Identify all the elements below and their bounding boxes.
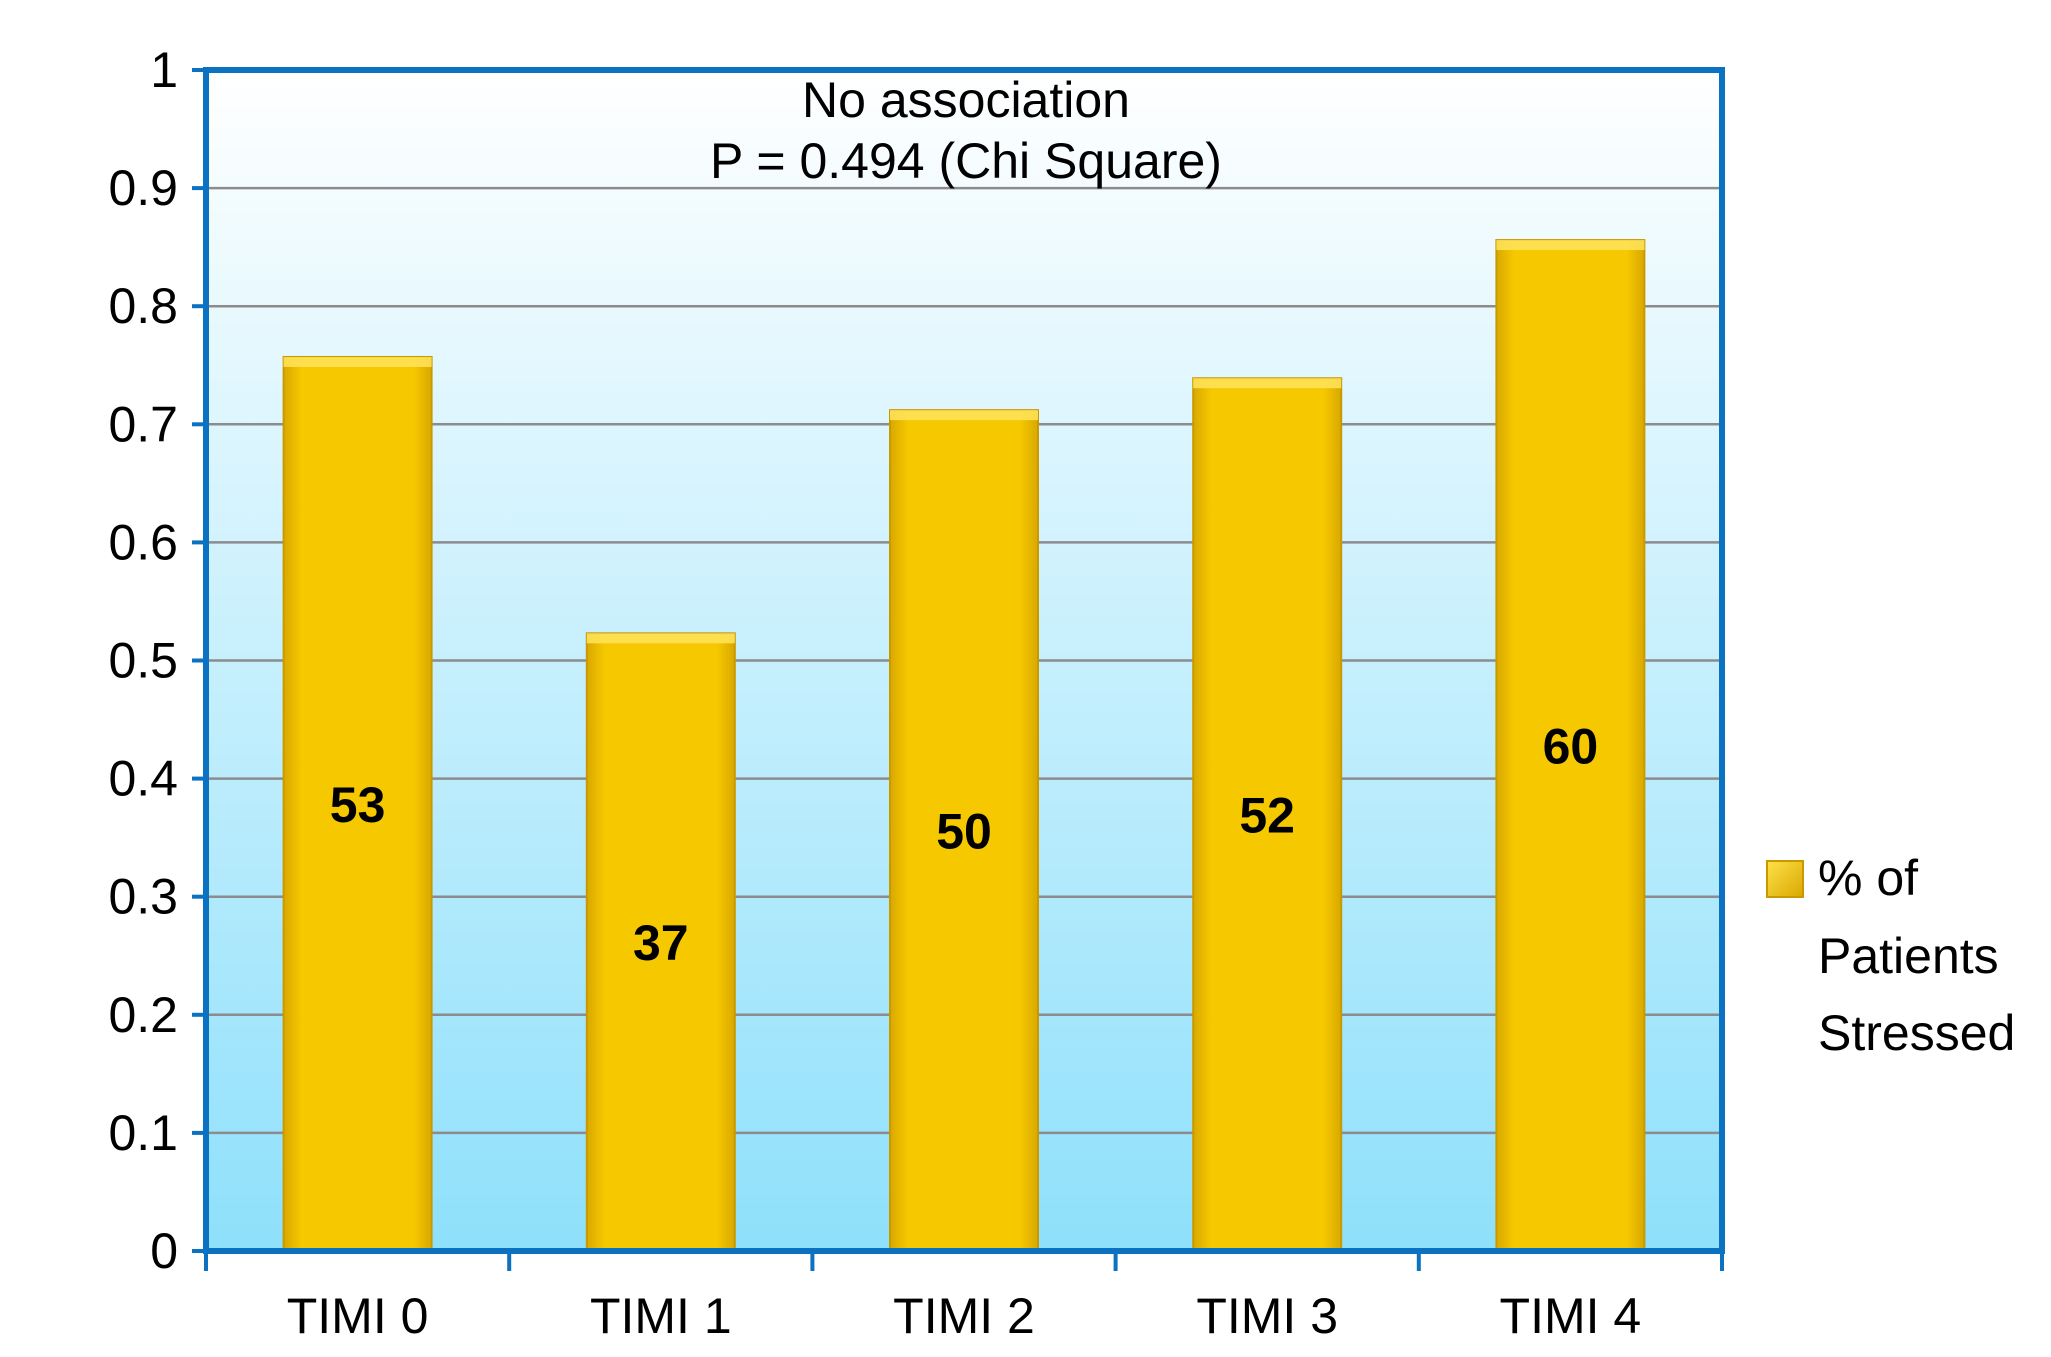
y-tick-label: 0.9: [108, 160, 178, 216]
y-tick-label: 1: [150, 42, 178, 98]
y-tick-labels: 0 0.1 0.2 0.3 0.4 0.5 0.6 0.7 0.8 0.9 1: [108, 42, 178, 1279]
data-label: 37: [633, 915, 689, 971]
x-tick-label: TIMI 4: [1500, 1288, 1642, 1344]
data-label: 60: [1543, 719, 1599, 775]
data-label: 52: [1239, 788, 1295, 844]
y-tick-label: 0.6: [108, 514, 178, 570]
x-tick-labels: TIMI 0 TIMI 1 TIMI 2 TIMI 3 TIMI 4: [287, 1288, 1641, 1344]
x-tick-label: TIMI 0: [287, 1288, 429, 1344]
bar: [282, 355, 433, 1253]
x-tick-label: TIMI 1: [590, 1288, 732, 1344]
legend-label-line-3: Stressed: [1818, 1005, 2015, 1061]
bar-top-highlight: [890, 410, 1038, 421]
x-tick-label: TIMI 3: [1196, 1288, 1338, 1344]
annotation: No association P = 0.494 (Chi Square): [710, 72, 1222, 189]
y-tick-label: 0.3: [108, 869, 178, 925]
y-tick-label: 0.8: [108, 278, 178, 334]
annotation-line-2: P = 0.494 (Chi Square): [710, 133, 1222, 189]
y-tick-label: 0.2: [108, 987, 178, 1043]
axes: [192, 68, 1724, 1271]
data-label: 53: [330, 777, 386, 833]
y-tick-label: 0.7: [108, 396, 178, 452]
bar: [1495, 239, 1646, 1252]
bars: [282, 239, 1646, 1253]
bar-top-highlight: [1496, 240, 1645, 251]
legend-label-line-1: % of: [1818, 850, 1918, 906]
x-tick-label: TIMI 2: [893, 1288, 1035, 1344]
legend: % of Patients Stressed: [1766, 850, 2015, 1061]
data-label: 50: [936, 804, 992, 860]
y-tick-label: 0.1: [108, 1105, 178, 1161]
annotation-line-1: No association: [802, 72, 1130, 128]
bar-top-highlight: [586, 633, 735, 644]
legend-label-line-2: Patients: [1818, 928, 1999, 984]
bar: [889, 409, 1039, 1252]
bar-top-highlight: [283, 356, 432, 367]
y-tick-label: 0.4: [108, 751, 178, 807]
data-labels: 53 37 50 52 60: [330, 719, 1598, 972]
bar-top-highlight: [1193, 378, 1342, 389]
bar: [585, 632, 736, 1252]
y-tick-label: 0: [150, 1223, 178, 1279]
legend-swatch: [1766, 860, 1804, 898]
y-tick-label: 0.5: [108, 633, 178, 689]
